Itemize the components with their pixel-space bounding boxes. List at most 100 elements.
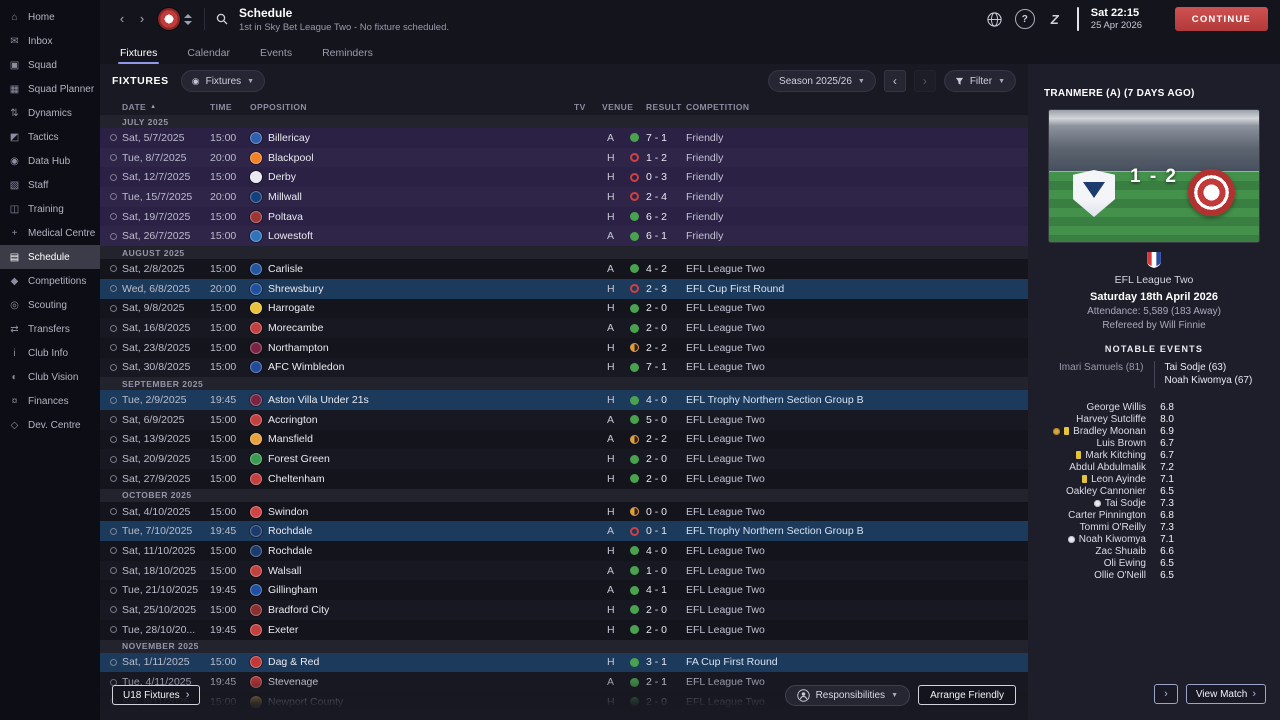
- player-name[interactable]: Abdul Abdulmalik: [1069, 461, 1146, 473]
- player-rating-row[interactable]: George Willis 6.8: [1044, 401, 1174, 413]
- fixture-row[interactable]: Sat, 23/8/2025 15:00 Northampton H 2 - 2 EFL …: [100, 337, 1028, 358]
- sidebar-item-training[interactable]: ◫ Training: [0, 197, 100, 221]
- sidebar-item-staff[interactable]: ▧ Staff: [0, 173, 100, 197]
- player-rating-row[interactable]: Harvey Sutcliffe 8.0: [1044, 413, 1174, 425]
- player-name[interactable]: Leon Ayinde: [1091, 473, 1146, 485]
- player-name[interactable]: Bradley Moonan: [1073, 425, 1146, 437]
- player-name[interactable]: Carter Pinnington: [1068, 509, 1146, 521]
- fixture-opposition[interactable]: Walsall: [268, 564, 302, 577]
- fixture-opposition[interactable]: Rochdale: [268, 544, 313, 557]
- fixture-row[interactable]: Sat, 2/8/2025 15:00 Carlisle A 4 - 2 EFL Leag…: [100, 259, 1028, 279]
- tab-events[interactable]: Events: [258, 38, 294, 64]
- player-name[interactable]: Mark Kitching: [1085, 449, 1146, 461]
- player-name[interactable]: Noah Kiwomya: [1078, 533, 1146, 545]
- fixture-row[interactable]: Sat, 16/8/2025 15:00 Morecambe A 2 - 0 EFL Le…: [100, 318, 1028, 338]
- team-cycle-buttons[interactable]: [184, 13, 192, 25]
- fixture-row[interactable]: Sat, 1/11/2025 15:00 Dag & Red H 3 - 1 FA Cup…: [100, 652, 1028, 673]
- player-rating-row[interactable]: Noah Kiwomya 7.1: [1044, 533, 1174, 545]
- season-selector-dropdown[interactable]: Season 2025/26 ▼: [768, 70, 876, 92]
- filter-dropdown[interactable]: Filter ▼: [943, 70, 1016, 92]
- sidebar-item-finances[interactable]: ¤ Finances: [0, 389, 100, 413]
- player-name[interactable]: Zac Shuaib: [1095, 545, 1146, 557]
- player-rating-row[interactable]: Carter Pinnington 6.8: [1044, 509, 1174, 521]
- player-rating-row[interactable]: Oakley Cannonier 6.5: [1044, 485, 1174, 497]
- fixture-row[interactable]: Sat, 6/9/2025 15:00 Accrington A 5 - 0 EFL Le…: [100, 409, 1028, 430]
- fixture-row[interactable]: Sat, 25/10/2025 15:00 Bradford City H 2 - 0 E…: [100, 600, 1028, 620]
- fixture-opposition[interactable]: Shrewsbury: [268, 282, 324, 295]
- sidebar-item-transfers[interactable]: ⇄ Transfers: [0, 317, 100, 341]
- sidebar-item-home[interactable]: ⌂ Home: [0, 5, 100, 29]
- player-rating-row[interactable]: Mark Kitching 6.7: [1044, 449, 1174, 461]
- column-header-tv[interactable]: TV: [574, 101, 586, 112]
- sidebar-item-competitions[interactable]: ◆ Competitions: [0, 269, 100, 293]
- fixture-opposition[interactable]: Harrogate: [268, 302, 315, 315]
- fixture-row[interactable]: Wed, 6/8/2025 20:00 Shrewsbury H 2 - 3 EFL Cu…: [100, 278, 1028, 299]
- fixture-opposition[interactable]: Cheltenham: [268, 472, 325, 485]
- column-header-date[interactable]: DATE ▲: [122, 101, 157, 112]
- player-name[interactable]: Luis Brown: [1096, 437, 1146, 449]
- arrange-friendly-button[interactable]: Arrange Friendly: [918, 685, 1016, 705]
- sidebar-item-club-vision[interactable]: ◐ Club Vision: [0, 365, 100, 389]
- player-name[interactable]: Oli Ewing: [1103, 557, 1146, 569]
- fixture-opposition[interactable]: Dag & Red: [268, 656, 320, 669]
- sidebar-item-club-info[interactable]: i Club Info: [0, 341, 100, 365]
- player-rating-row[interactable]: Abdul Abdulmalik 7.2: [1044, 461, 1174, 473]
- player-rating-row[interactable]: Bradley Moonan 6.9: [1044, 425, 1174, 437]
- tab-calendar[interactable]: Calendar: [185, 38, 232, 64]
- sidebar-item-data-hub[interactable]: ◉ Data Hub: [0, 149, 100, 173]
- panel-more-button[interactable]: ›: [1154, 684, 1178, 704]
- fixture-row[interactable]: Sat, 26/7/2025 15:00 Lowestoft A 6 - 1 Friend…: [100, 226, 1028, 247]
- fixture-row[interactable]: Sat, 12/7/2025 15:00 Derby H 0 - 3 Friendly: [100, 167, 1028, 188]
- player-name[interactable]: Oakley Cannonier: [1065, 485, 1146, 497]
- player-name[interactable]: Harvey Sutcliffe: [1076, 413, 1146, 425]
- player-rating-row[interactable]: Zac Shuaib 6.6: [1044, 545, 1174, 557]
- tab-fixtures[interactable]: Fixtures: [118, 38, 160, 64]
- fixture-row[interactable]: Tue, 8/7/2025 20:00 Blackpool H 1 - 2 Friendl…: [100, 147, 1028, 168]
- fixture-opposition[interactable]: Rochdale: [268, 525, 313, 538]
- column-header-competition[interactable]: COMPETITION: [686, 101, 750, 112]
- fixture-opposition[interactable]: Northampton: [268, 341, 329, 354]
- fm-assistant-button[interactable]: Z: [1045, 9, 1065, 29]
- fixture-row[interactable]: Sat, 18/10/2025 15:00 Walsall A 1 - 0 EFL Lea…: [100, 560, 1028, 581]
- match-photo[interactable]: 1 - 2: [1049, 110, 1259, 242]
- tab-reminders[interactable]: Reminders: [320, 38, 375, 64]
- fixture-row[interactable]: Sat, 27/9/2025 15:00 Cheltenham H 2 - 0 EFL L…: [100, 469, 1028, 489]
- fixture-opposition[interactable]: Stevenage: [268, 676, 319, 689]
- fixture-opposition[interactable]: Swindon: [268, 505, 309, 518]
- fixture-row[interactable]: Sat, 11/10/2025 15:00 Rochdale H 4 - 0 EFL Le…: [100, 541, 1028, 561]
- fixture-row[interactable]: Tue, 2/9/2025 19:45 Aston Villa Under 21s H…: [100, 390, 1028, 410]
- sidebar-item-scouting[interactable]: ◎ Scouting: [0, 293, 100, 317]
- fixture-row[interactable]: Tue, 7/10/2025 19:45 Rochdale A 0 - 1 EFL Tro…: [100, 521, 1028, 542]
- fixture-opposition[interactable]: Newport County: [268, 695, 344, 708]
- fixture-row[interactable]: Sat, 20/9/2025 15:00 Forest Green H 2 - 0 EFL…: [100, 449, 1028, 469]
- column-header-result[interactable]: RESULT: [646, 101, 682, 112]
- fixture-opposition[interactable]: Derby: [268, 171, 297, 184]
- view-match-button[interactable]: View Match ›: [1185, 684, 1266, 704]
- continue-button[interactable]: CONTINUE: [1174, 7, 1268, 31]
- player-rating-row[interactable]: Ollie O'Neill 6.5: [1044, 569, 1174, 581]
- chevron-up-icon[interactable]: [184, 13, 192, 18]
- sidebar-item-schedule[interactable]: ▤ Schedule: [0, 245, 100, 269]
- fixture-row[interactable]: Tue, 21/10/2025 19:45 Gillingham A 4 - 1 EFL …: [100, 580, 1028, 601]
- view-selector-dropdown[interactable]: ◉ Fixtures ▼: [180, 70, 266, 92]
- fixture-row[interactable]: Sat, 4/10/2025 15:00 Swindon H 0 - 0 EFL Leag…: [100, 501, 1028, 522]
- player-rating-row[interactable]: Tommi O'Reilly 7.3: [1044, 521, 1174, 533]
- fixture-opposition[interactable]: Gillingham: [268, 584, 318, 597]
- fixture-opposition[interactable]: Exeter: [268, 623, 299, 636]
- sidebar-item-squad-planner[interactable]: ▦ Squad Planner: [0, 77, 100, 101]
- home-scorer[interactable]: Imari Samuels (81): [1059, 362, 1144, 373]
- player-rating-row[interactable]: Leon Ayinde 7.1: [1044, 473, 1174, 485]
- player-name[interactable]: Ollie O'Neill: [1094, 569, 1146, 581]
- fixture-opposition[interactable]: Blackpool: [268, 151, 314, 164]
- fixture-row[interactable]: Tue, 15/7/2025 20:00 Millwall H 2 - 4 Friendl…: [100, 187, 1028, 207]
- fixture-opposition[interactable]: Accrington: [268, 413, 318, 426]
- fixture-opposition[interactable]: Millwall: [268, 190, 302, 203]
- player-rating-row[interactable]: Tai Sodje 7.3: [1044, 497, 1174, 509]
- sidebar-item-inbox[interactable]: ✉ Inbox: [0, 29, 100, 53]
- club-badge-icon[interactable]: [158, 8, 180, 30]
- fixture-row[interactable]: Sat, 9/8/2025 15:00 Harrogate H 2 - 0 EFL Lea…: [100, 298, 1028, 319]
- nav-back-button[interactable]: ‹: [112, 8, 132, 30]
- column-header-venue[interactable]: VENUE: [602, 101, 634, 112]
- fixture-opposition[interactable]: Carlisle: [268, 262, 304, 275]
- fixture-opposition[interactable]: Lowestoft: [268, 230, 313, 243]
